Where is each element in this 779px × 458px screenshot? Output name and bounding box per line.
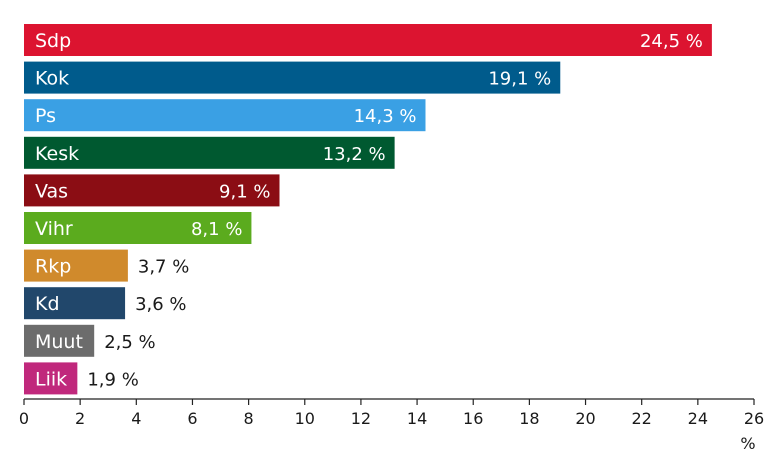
x-tick-label: 4 bbox=[131, 409, 141, 428]
category-label-rkp: Rkp bbox=[35, 256, 71, 278]
category-label-vas: Vas bbox=[35, 180, 68, 202]
bar-muut bbox=[24, 324, 95, 357]
x-axis: 0 2 4 6 8 10 12 14 16 18 20 22 24 26 bbox=[19, 398, 764, 428]
x-tick-label: 20 bbox=[575, 409, 595, 428]
bar-sdp bbox=[24, 24, 712, 56]
category-label-vihr: Vihr bbox=[35, 218, 73, 240]
x-tick-label: 18 bbox=[519, 409, 539, 428]
value-label-liik: 1,9 % bbox=[87, 369, 138, 390]
category-label-kesk: Kesk bbox=[35, 143, 79, 165]
bars-group: Sdp 24,5 % Kok 19,1 % Ps 14,3 % Kesk 13,2 % Vas 9… bbox=[24, 24, 712, 395]
x-tick-label: 12 bbox=[351, 409, 371, 428]
x-tick-label: 10 bbox=[295, 409, 315, 428]
category-label-ps: Ps bbox=[35, 105, 56, 127]
value-label-vas: 9,1 % bbox=[219, 181, 270, 202]
x-axis-unit-label: % bbox=[740, 434, 755, 453]
x-tick-label: 8 bbox=[244, 409, 254, 428]
x-tick-label: 22 bbox=[632, 409, 652, 428]
value-label-kd: 3,6 % bbox=[135, 294, 186, 315]
value-label-kok: 19,1 % bbox=[488, 69, 551, 90]
category-label-sdp: Sdp bbox=[35, 30, 71, 52]
bar-vihr bbox=[24, 212, 252, 244]
value-label-muut: 2,5 % bbox=[104, 332, 155, 353]
x-tick-label: 2 bbox=[75, 409, 85, 428]
bar-kesk bbox=[24, 136, 395, 169]
x-tick-label: 24 bbox=[688, 409, 708, 428]
x-tick-label: 0 bbox=[19, 409, 29, 428]
value-label-sdp: 24,5 % bbox=[640, 31, 703, 52]
category-label-kd: Kd bbox=[35, 293, 60, 315]
x-tick-label: 26 bbox=[744, 409, 764, 428]
category-label-muut: Muut bbox=[35, 331, 83, 353]
category-label-kok: Kok bbox=[35, 68, 69, 90]
x-tick-label: 6 bbox=[187, 409, 197, 428]
value-label-ps: 14,3 % bbox=[354, 106, 417, 127]
bar-ps bbox=[24, 99, 426, 132]
bar-kd bbox=[24, 287, 126, 320]
value-label-kesk: 13,2 % bbox=[323, 144, 386, 165]
x-tick-label: 14 bbox=[407, 409, 427, 428]
bar-rkp bbox=[24, 249, 128, 282]
x-tick-label: 16 bbox=[463, 409, 483, 428]
value-label-rkp: 3,7 % bbox=[138, 257, 189, 278]
value-label-vihr: 8,1 % bbox=[191, 219, 242, 240]
bar-liik bbox=[24, 362, 78, 395]
category-label-liik: Liik bbox=[35, 368, 67, 390]
bar-kok bbox=[24, 61, 561, 94]
bar-vas bbox=[24, 174, 280, 207]
